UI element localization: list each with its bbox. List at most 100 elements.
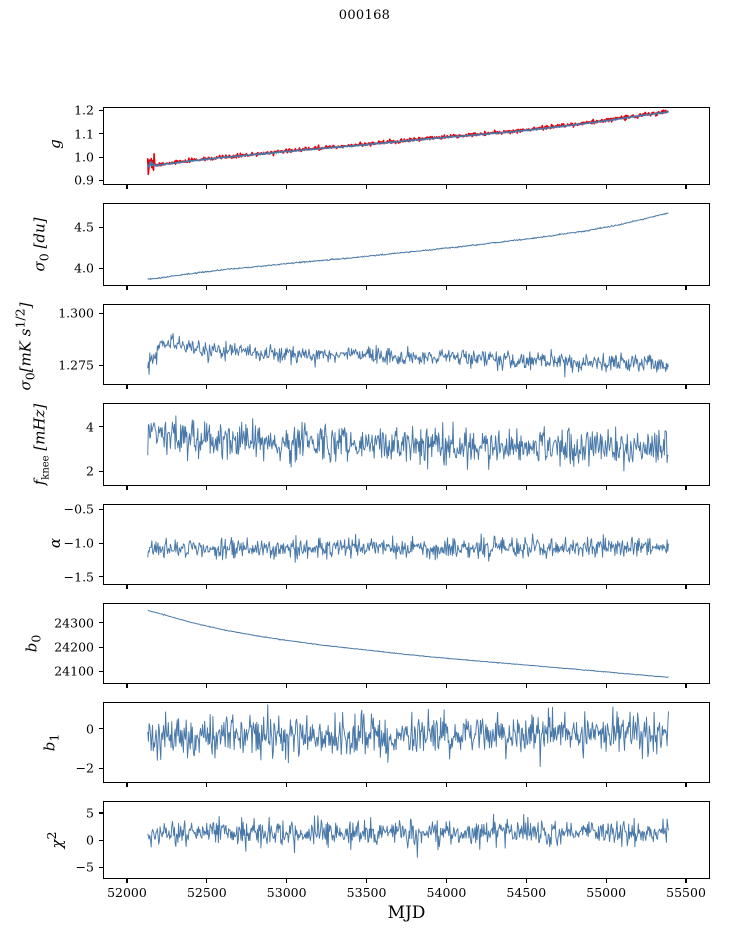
x-tickmark bbox=[206, 486, 208, 490]
x-tickmark bbox=[206, 783, 208, 787]
plot-area-alpha bbox=[147, 533, 669, 563]
x-tickmark bbox=[445, 684, 447, 688]
x-ticklabel: 55500 bbox=[666, 885, 706, 900]
x-tickmark bbox=[206, 185, 208, 189]
x-tickmark bbox=[366, 879, 368, 883]
x-tickmark bbox=[525, 286, 527, 290]
x-tickmark bbox=[286, 684, 288, 688]
y-ticklabel: 1.0 bbox=[74, 149, 94, 165]
x-tickmark bbox=[126, 879, 128, 883]
y-axis-label-chi2: χ2 bbox=[44, 831, 66, 849]
y-axis-sigma0-mk: 1.275 1.300 bbox=[0, 304, 103, 385]
y-tickmark bbox=[99, 426, 103, 428]
x-tickmark bbox=[445, 585, 447, 589]
x-tickmark bbox=[286, 585, 288, 589]
x-ticklabel: 54500 bbox=[506, 885, 547, 900]
x-tickmark bbox=[206, 286, 208, 290]
x-tickmark bbox=[445, 385, 447, 389]
series-sigma0-mk-trace bbox=[147, 332, 669, 378]
x-tickmark bbox=[525, 585, 527, 589]
x-tickmark bbox=[525, 385, 527, 389]
y-ticklabel: 1.275 bbox=[58, 357, 94, 373]
y-axis-b1: 0 −2 bbox=[0, 702, 103, 783]
series-b0-trace bbox=[147, 609, 669, 678]
y-tickmark bbox=[99, 839, 103, 841]
x-ticklabel: 52500 bbox=[186, 885, 227, 900]
x-tickmark bbox=[366, 783, 368, 787]
y-ticklabel: −1.0 bbox=[63, 535, 94, 551]
x-axis-label: MJD bbox=[387, 903, 426, 923]
x-axis-ticklabels: 52000 52500 53000 53500 54000 54500 55000 55500 bbox=[103, 879, 710, 903]
x-tickmark bbox=[206, 385, 208, 389]
panel-gain: 0.9 1.0 1.1 1.2 g bbox=[46, 103, 710, 189]
y-ticklabel: 1.1 bbox=[74, 126, 94, 142]
x-tickmark bbox=[445, 879, 447, 883]
y-axis-gain: 0.9 1.0 1.1 1.2 bbox=[0, 103, 103, 188]
y-axis-chi2: 5 0 −5 bbox=[0, 801, 103, 879]
x-tickmark bbox=[605, 185, 607, 189]
panel-frame-sigma0-du bbox=[103, 203, 710, 286]
y-tickmark bbox=[99, 767, 103, 769]
x-tickmark bbox=[206, 585, 208, 589]
panel-b1: 0 −2 b1 bbox=[41, 702, 710, 787]
panel-alpha: −0.5 −1.0 −1.5 α bbox=[46, 502, 710, 589]
y-tickmark bbox=[99, 364, 103, 366]
x-tickmark bbox=[206, 879, 208, 883]
x-tickmark bbox=[525, 684, 527, 688]
y-tickmark bbox=[99, 866, 103, 868]
y-tickmark bbox=[99, 226, 103, 228]
panel-frame-b0 bbox=[103, 603, 710, 684]
series-f-knee-trace bbox=[147, 415, 669, 472]
y-ticklabel: 4.0 bbox=[74, 260, 94, 276]
panel-frame-sigma0-mk bbox=[103, 304, 710, 385]
y-ticklabel: 24300 bbox=[54, 615, 94, 631]
panel-frame-b1 bbox=[103, 702, 710, 783]
x-tickmark bbox=[126, 286, 128, 290]
y-tickmark bbox=[99, 508, 103, 510]
y-tickmark bbox=[99, 470, 103, 472]
x-tickmark bbox=[605, 879, 607, 883]
x-tickmark bbox=[685, 585, 687, 589]
y-axis-sigma0-du: 4.0 4.5 bbox=[0, 203, 103, 286]
plot-area-sigma0-du bbox=[147, 212, 669, 280]
plot-area-b0 bbox=[147, 609, 669, 678]
x-tickmark bbox=[126, 185, 128, 189]
x-tickmark bbox=[605, 486, 607, 490]
x-tickmark bbox=[286, 879, 288, 883]
y-ticklabel: 5 bbox=[86, 805, 94, 821]
x-tickmark bbox=[126, 684, 128, 688]
y-ticklabel: −0.5 bbox=[63, 501, 94, 517]
x-tickmark bbox=[286, 486, 288, 490]
series-alpha-trace bbox=[147, 533, 669, 563]
series-gain-model bbox=[146, 110, 669, 168]
x-ticklabel: 53000 bbox=[266, 885, 307, 900]
y-tickmark bbox=[99, 109, 103, 112]
y-tickmark bbox=[99, 622, 103, 624]
x-ticklabel: 52000 bbox=[107, 885, 147, 900]
plot-area-f-knee bbox=[147, 415, 669, 472]
plot-area-b1 bbox=[147, 704, 669, 767]
panel-frame-gain bbox=[103, 107, 710, 185]
y-tickmark bbox=[99, 156, 103, 158]
panel-b0: 24100 24200 24300 b0 bbox=[23, 603, 710, 688]
x-tickmark bbox=[286, 185, 288, 189]
panel-sigma0-mk: 1.275 1.300 σ0[mK s1/2] bbox=[13, 302, 710, 390]
y-tickmark bbox=[99, 812, 103, 814]
plot-area-sigma0-mk bbox=[147, 332, 669, 378]
y-ticklabel: 2 bbox=[86, 463, 94, 479]
y-tickmark bbox=[99, 312, 103, 314]
y-tickmark bbox=[99, 576, 103, 578]
y-ticklabel: 1.2 bbox=[74, 102, 94, 118]
x-tickmark bbox=[525, 879, 527, 883]
x-tickmark bbox=[525, 185, 527, 189]
x-tickmark bbox=[685, 684, 687, 688]
x-tickmark bbox=[525, 783, 527, 787]
x-tickmark bbox=[605, 385, 607, 389]
plot-area-gain bbox=[146, 109, 669, 176]
panel-chi2: 5 0 −5 χ2 bbox=[44, 801, 710, 883]
series-chi2-trace bbox=[147, 813, 669, 858]
x-tickmark bbox=[445, 286, 447, 290]
x-tickmark bbox=[366, 286, 368, 290]
x-tickmark bbox=[286, 385, 288, 389]
